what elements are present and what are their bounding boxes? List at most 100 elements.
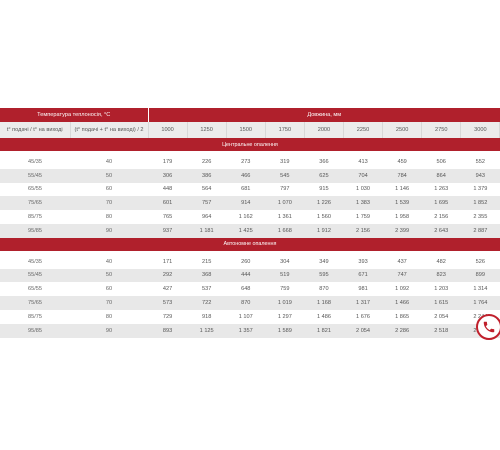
average-temp-cell: 60 <box>105 186 113 193</box>
heat-output-cell: 1 379 <box>473 186 488 193</box>
heat-output-cell: 526 <box>475 258 486 265</box>
length-col-header: 2500 <box>382 122 423 138</box>
average-temp-cell: 40 <box>105 258 113 265</box>
heat-output-cell: 648 <box>241 286 251 293</box>
heat-output-cell: 681 <box>241 186 251 193</box>
heat-output-cell: 1 019 <box>265 296 305 310</box>
heat-output-cell: 1 361 <box>277 214 292 221</box>
heat-output-cell: 1 070 <box>265 196 305 211</box>
temperature-header: Температура теплоносія, °С <box>0 108 149 122</box>
heat-output-cell: 2 054 <box>434 313 449 320</box>
heat-output-cell: 260 <box>241 258 251 265</box>
supply-return-cell: 75/65 <box>0 196 70 211</box>
table-row: 45/35 40 171 215 260 304 349 393 437 482 526 <box>0 255 500 269</box>
table-row: 85/75 80 765 964 1 162 1 361 1 560 1 759 1 958 2 … <box>0 210 500 224</box>
table-row: 45/35 40 179 226 273 319 366 413 459 506 552 <box>0 155 500 169</box>
heat-output-cell: 1 912 <box>304 223 344 238</box>
heat-output-cell: 393 <box>358 258 368 265</box>
heat-output-cell: 564 <box>201 186 212 193</box>
heat-output-cell: 870 <box>319 286 329 293</box>
heat-output-cell: 2 355 <box>473 214 488 221</box>
heat-output-cell: 215 <box>201 258 212 265</box>
heat-output-cell: 765 <box>162 214 173 221</box>
heat-output-cell: 437 <box>397 258 407 265</box>
average-temp-cell: 50 <box>70 168 149 183</box>
table-row: 55/45 50 306 386 466 545 625 704 784 864 943 <box>0 168 500 183</box>
heat-output-cell: 1 695 <box>421 196 461 211</box>
heat-output-cell: 482 <box>436 258 446 265</box>
phone-icon <box>483 321 495 333</box>
average-temp-cell: 60 <box>105 286 113 293</box>
spacer-cell <box>0 151 500 155</box>
average-temp-cell: 80 <box>105 313 113 320</box>
heat-output-cell: 537 <box>201 286 212 293</box>
section-title: Центральне опалення <box>0 138 500 151</box>
heat-output-cell: 171 <box>162 258 173 265</box>
heat-output-cell: 386 <box>187 168 227 183</box>
heat-output-cell: 552 <box>475 158 486 165</box>
heat-output-cell: 1 092 <box>395 286 410 293</box>
heat-output-cell: 2 399 <box>382 223 422 238</box>
heat-output-cell: 304 <box>280 258 290 265</box>
heat-output-cell: 1 759 <box>356 214 371 221</box>
heat-output-cell: 937 <box>148 223 188 238</box>
heat-output-cell: 759 <box>280 286 290 293</box>
heat-output-cell: 1 958 <box>395 214 410 221</box>
heat-output-cell: 893 <box>148 323 188 338</box>
heat-output-cell: 466 <box>226 168 266 183</box>
supply-return-cell: 95/85 <box>0 223 70 238</box>
heat-output-cell: 722 <box>187 296 227 310</box>
heat-output-cell: 1 425 <box>226 223 266 238</box>
heat-output-cell: 1 146 <box>395 186 410 193</box>
heat-output-cell: 226 <box>201 158 212 165</box>
heat-output-cell: 625 <box>304 168 344 183</box>
heat-output-cell: 595 <box>304 268 344 283</box>
heat-output-cell: 2 887 <box>460 223 500 238</box>
heat-output-cell: 1 162 <box>238 214 253 221</box>
average-temp-cell: 50 <box>70 268 149 283</box>
heat-output-cell: 1 539 <box>382 196 422 211</box>
table-row: 95/85 90 937 1 181 1 425 1 668 1 912 2 156 2 399… <box>0 223 500 238</box>
spacer-row <box>0 250 500 255</box>
heat-output-cell: 1 589 <box>265 323 305 338</box>
heat-output-cell: 729 <box>162 313 173 320</box>
length-col-header: 2750 <box>421 122 462 138</box>
heat-output-cell: 1 226 <box>304 196 344 211</box>
heat-output-cell: 943 <box>460 168 500 183</box>
heat-output-cell: 1 852 <box>460 196 500 211</box>
heat-output-cell: 601 <box>148 196 188 211</box>
heat-output-cell: 444 <box>226 268 266 283</box>
heat-output-cell: 349 <box>319 258 329 265</box>
heat-output-cell: 573 <box>148 296 188 310</box>
average-temp-cell: 90 <box>70 223 149 238</box>
supply-return-cell: 95/85 <box>0 323 70 338</box>
heat-output-cell: 179 <box>162 158 173 165</box>
average-temp-cell: 40 <box>105 158 113 165</box>
length-col-header: 1000 <box>148 122 188 138</box>
heat-output-cell: 1 668 <box>265 223 305 238</box>
heat-output-cell: 2 156 <box>343 223 383 238</box>
spacer-row <box>0 151 500 155</box>
heat-output-cell: 1 181 <box>187 223 227 238</box>
heat-output-cell: 1 125 <box>187 323 227 338</box>
heat-output-cell: 1 466 <box>382 296 422 310</box>
section-header-row: Центральне опалення <box>0 138 500 151</box>
heat-output-cell: 2 643 <box>421 223 461 238</box>
heat-output-cell: 2 518 <box>421 323 461 338</box>
heat-output-cell: 797 <box>280 186 290 193</box>
section-header-row: Автономне опалення <box>0 237 500 251</box>
heat-output-cell: 1 615 <box>421 296 461 310</box>
heat-output-cell: 1 263 <box>434 186 449 193</box>
length-col-header: 2250 <box>343 122 384 138</box>
heat-output-cell: 1 486 <box>316 313 331 320</box>
supply-return-cell: 55/45 <box>0 168 70 183</box>
heat-output-cell: 757 <box>187 196 227 211</box>
supply-return-cell: 75/65 <box>0 296 70 310</box>
heat-output-cell: 823 <box>421 268 461 283</box>
heat-output-cell: 1 764 <box>460 296 500 310</box>
average-temp-cell: 80 <box>105 214 113 221</box>
supply-return-cell: 65/55 <box>28 186 42 193</box>
table-header-row: Температура теплоносія, °С Довжина, мм <box>0 108 500 122</box>
heat-output-cell: 413 <box>358 158 368 165</box>
call-button[interactable] <box>476 314 500 340</box>
